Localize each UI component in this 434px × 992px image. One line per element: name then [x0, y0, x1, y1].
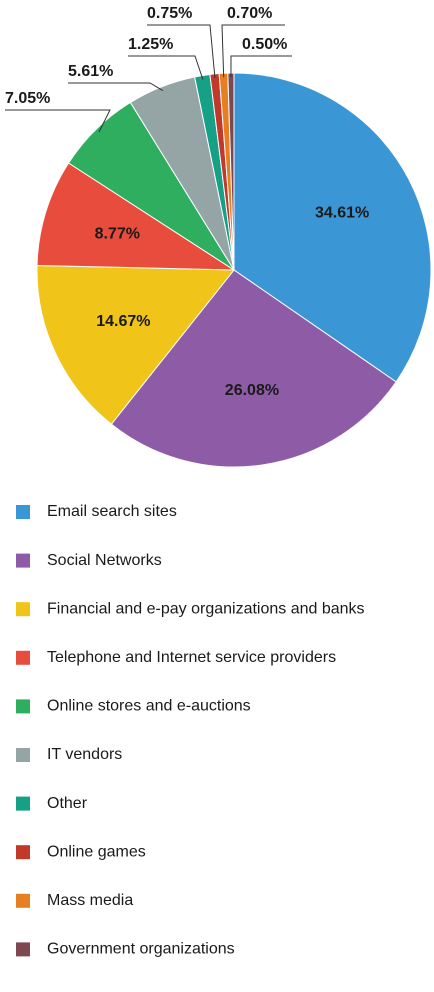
legend-label: Telephone and Internet service providers: [47, 649, 336, 666]
value-label: 26.08%: [225, 382, 279, 399]
legend-swatch: [16, 748, 30, 762]
legend-label: IT vendors: [47, 746, 122, 763]
value-label: 7.05%: [5, 90, 50, 107]
legend-label: Government organizations: [47, 941, 235, 958]
value-label: 14.67%: [96, 313, 150, 330]
value-label: 0.50%: [242, 36, 287, 53]
leader-line: [147, 24, 216, 78]
leader-line: [221, 24, 285, 78]
legend-swatch: [16, 602, 30, 617]
legend-swatch: [16, 845, 30, 860]
legend-label: Mass media: [47, 892, 133, 909]
legend-label: Email search sites: [47, 503, 177, 520]
legend-swatch: [16, 699, 30, 714]
legend-label: Financial and e-pay organizations and ba…: [47, 600, 365, 617]
leader-line: [128, 55, 204, 80]
pie-slice: [36, 264, 236, 425]
value-label: 5.61%: [68, 63, 113, 80]
legend-swatch: [16, 553, 30, 568]
leader-line: [5, 109, 111, 133]
value-label: 8.77%: [95, 225, 140, 242]
value-label: 1.25%: [128, 36, 173, 53]
value-label: 0.70%: [227, 5, 272, 22]
legend-label: Online stores and e-auctions: [47, 698, 251, 715]
legend-swatch: [16, 942, 30, 957]
leader-line: [230, 55, 292, 78]
pie-slice: [110, 269, 397, 468]
pie-slice: [36, 162, 236, 271]
legend-label: Online games: [47, 843, 146, 860]
leader-line: [68, 82, 164, 92]
legend-swatch: [16, 505, 30, 519]
legend-swatch: [16, 796, 30, 811]
legend-swatch: [16, 893, 30, 908]
legend-label: Other: [47, 795, 88, 812]
value-label: 34.61%: [315, 204, 369, 221]
pie-slice: [233, 72, 432, 383]
legend-label: Social Networks: [47, 552, 162, 569]
legend-swatch: [16, 650, 30, 665]
value-label: 0.75%: [147, 5, 192, 22]
